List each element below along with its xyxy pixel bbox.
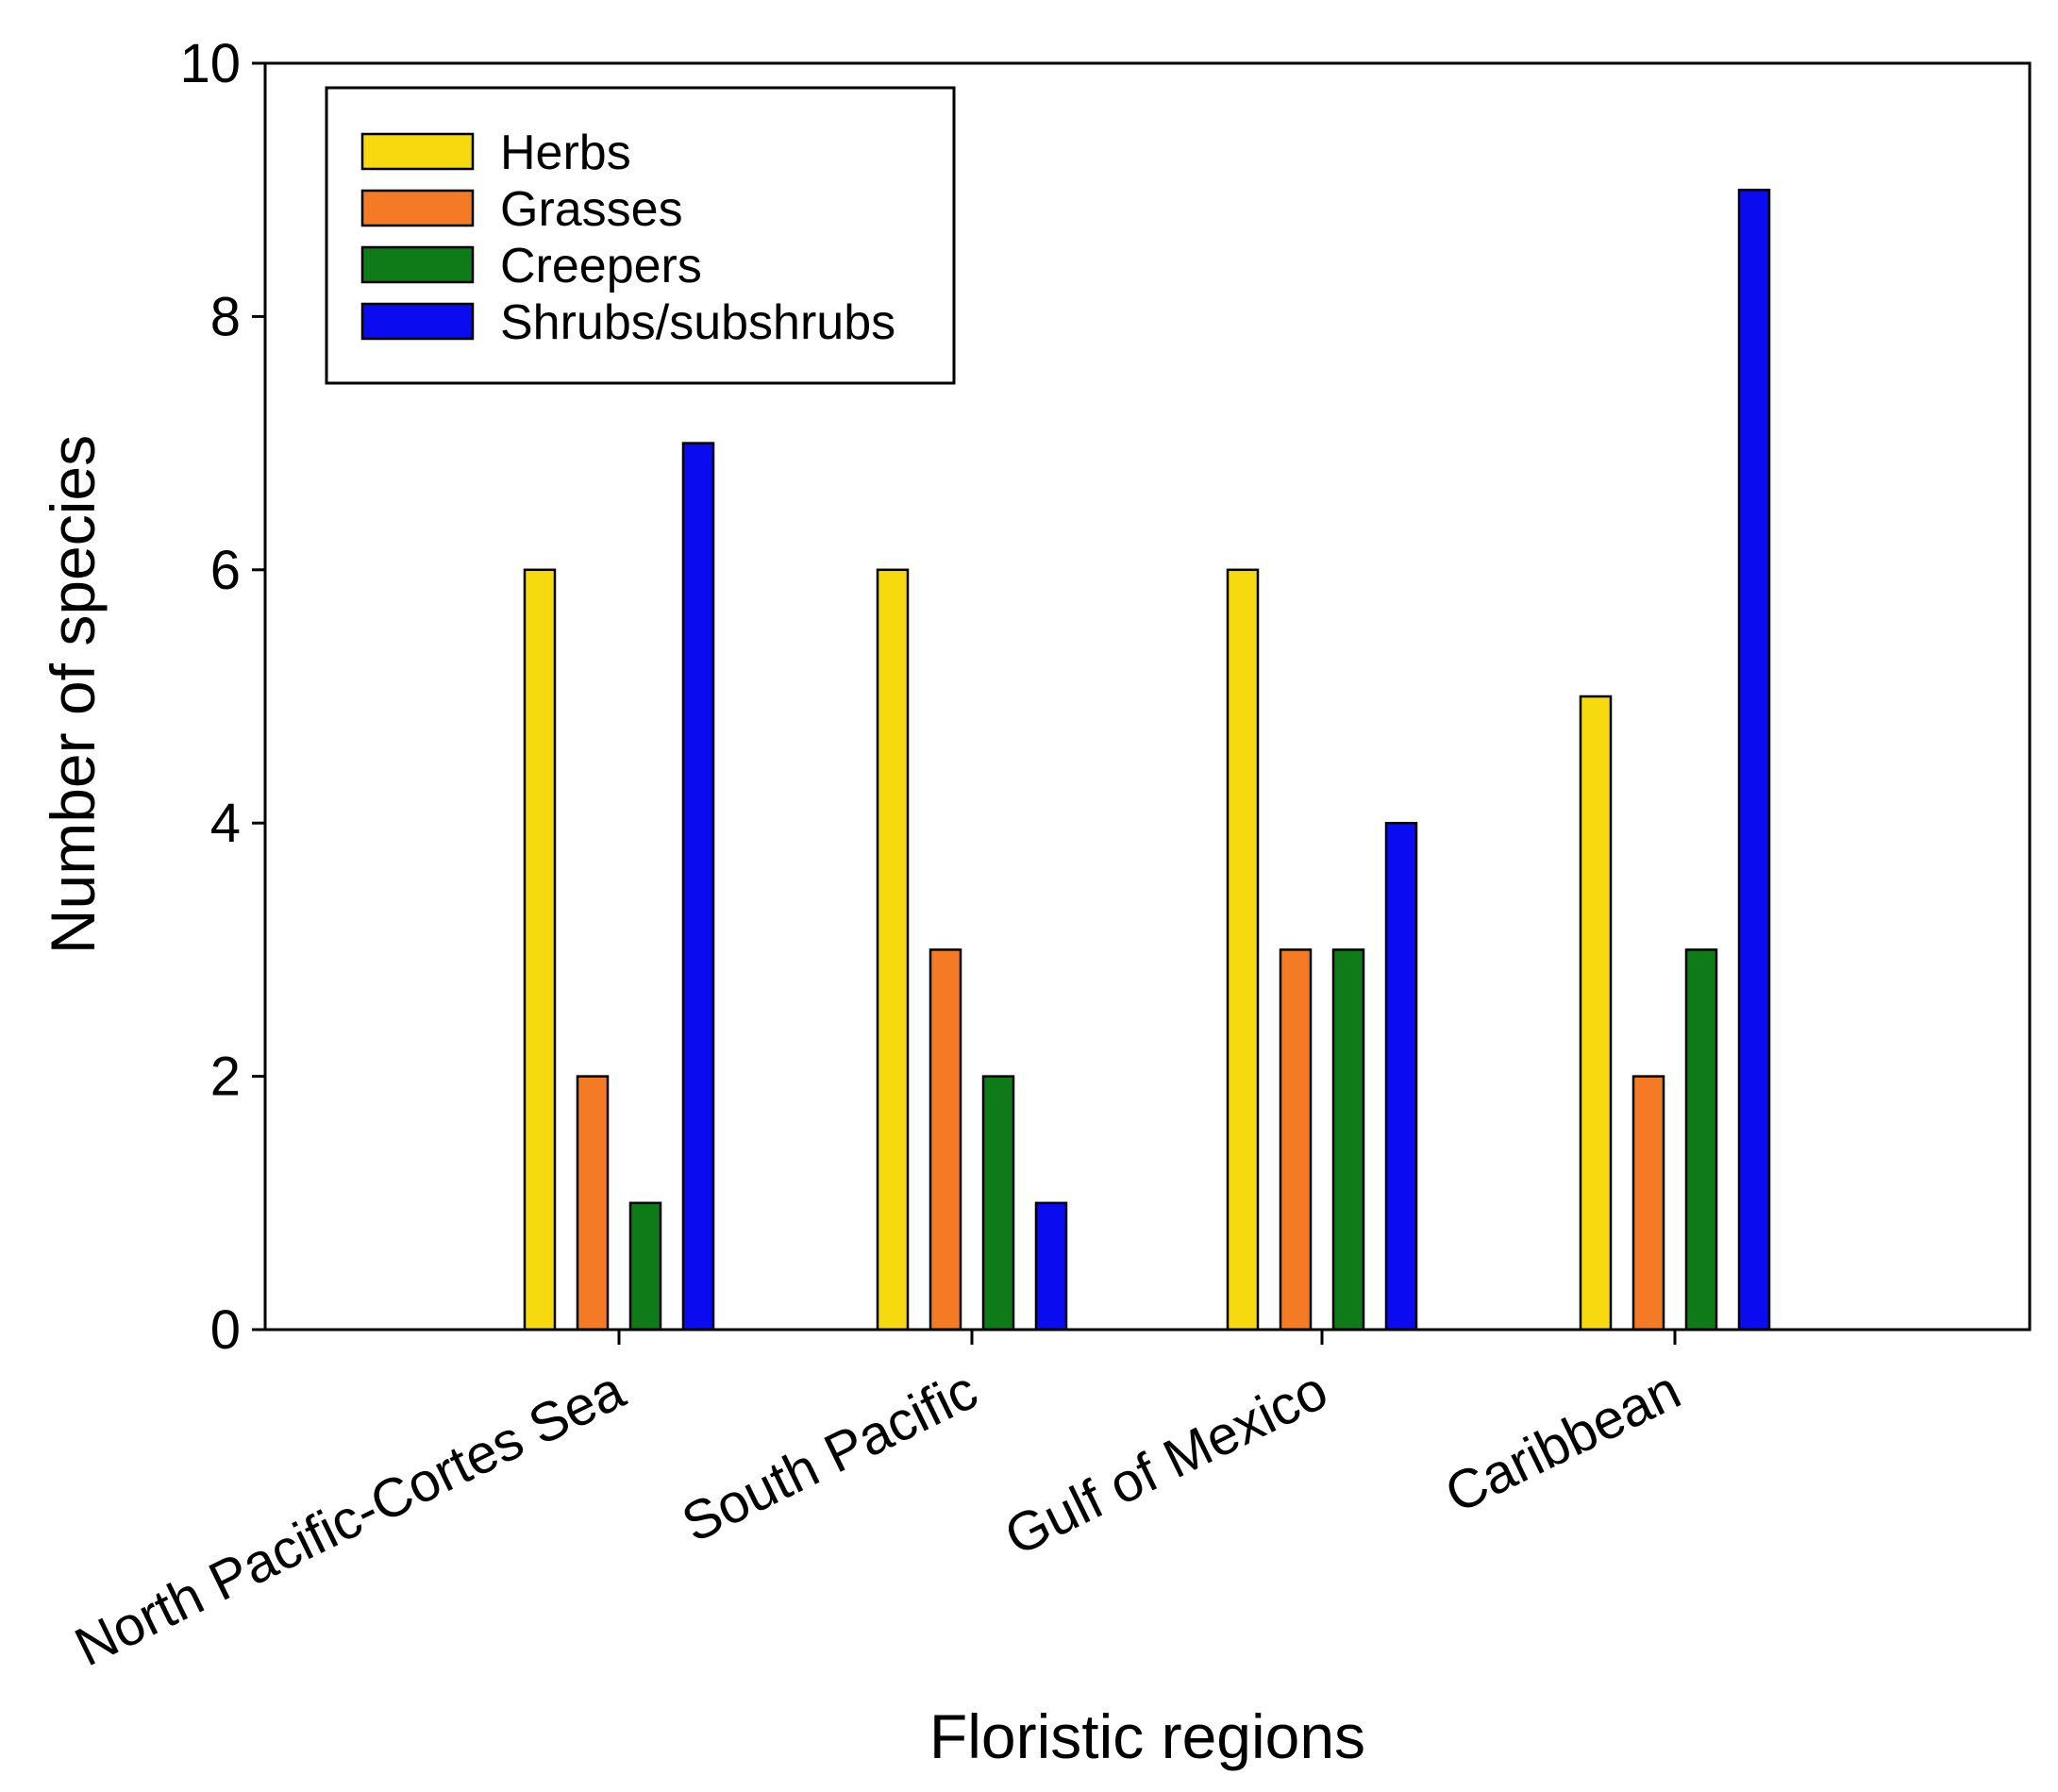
plot-frame: [263, 61, 2032, 1331]
legend-swatch-shrubs-subshrubs: [360, 302, 475, 341]
y-tick-label: 10: [179, 33, 241, 94]
bar-grasses-2: [1279, 948, 1313, 1331]
bar-shrubs-subshrubs-2: [1384, 821, 1418, 1331]
bar-herbs-3: [1579, 695, 1613, 1331]
bar-grasses-3: [1631, 1075, 1665, 1331]
y-tick-label: 2: [210, 1047, 241, 1108]
bar-creepers-0: [628, 1201, 662, 1331]
bars-layer: [523, 188, 1771, 1331]
y-axis: 0 2 4 6 8 10: [179, 33, 265, 1361]
y-axis-title: Number of species: [38, 435, 108, 954]
y-tick-label: 8: [210, 286, 241, 347]
bar-shrubs-subshrubs-1: [1034, 1201, 1068, 1331]
bar-grasses-1: [929, 948, 962, 1331]
y-tick-label: 6: [210, 540, 241, 601]
bar-herbs-2: [1226, 568, 1260, 1331]
bar-grasses-0: [576, 1075, 610, 1331]
legend-label-creepers: Creepers: [500, 239, 702, 293]
y-tick-label: 4: [210, 793, 241, 854]
bar-creepers-2: [1331, 948, 1365, 1331]
y-tick-label: 0: [210, 1299, 241, 1361]
legend-label-grasses: Grasses: [500, 182, 683, 237]
x-axis-title: Floristic regions: [929, 1701, 1365, 1771]
bar-shrubs-subshrubs-0: [681, 442, 715, 1331]
legend-swatch-grasses: [360, 189, 475, 227]
bar-creepers-3: [1684, 948, 1718, 1331]
legend-label-shrubs-subshrubs: Shrubs/subshrubs: [500, 295, 895, 350]
bar-creepers-1: [981, 1075, 1015, 1331]
bar-herbs-1: [876, 568, 910, 1331]
bar-herbs-0: [523, 568, 557, 1331]
legend-swatch-creepers: [360, 245, 475, 284]
bar-shrubs-subshrubs-3: [1737, 188, 1771, 1331]
legend-label-herbs: Herbs: [500, 126, 631, 180]
legend-swatch-herbs: [360, 132, 475, 171]
